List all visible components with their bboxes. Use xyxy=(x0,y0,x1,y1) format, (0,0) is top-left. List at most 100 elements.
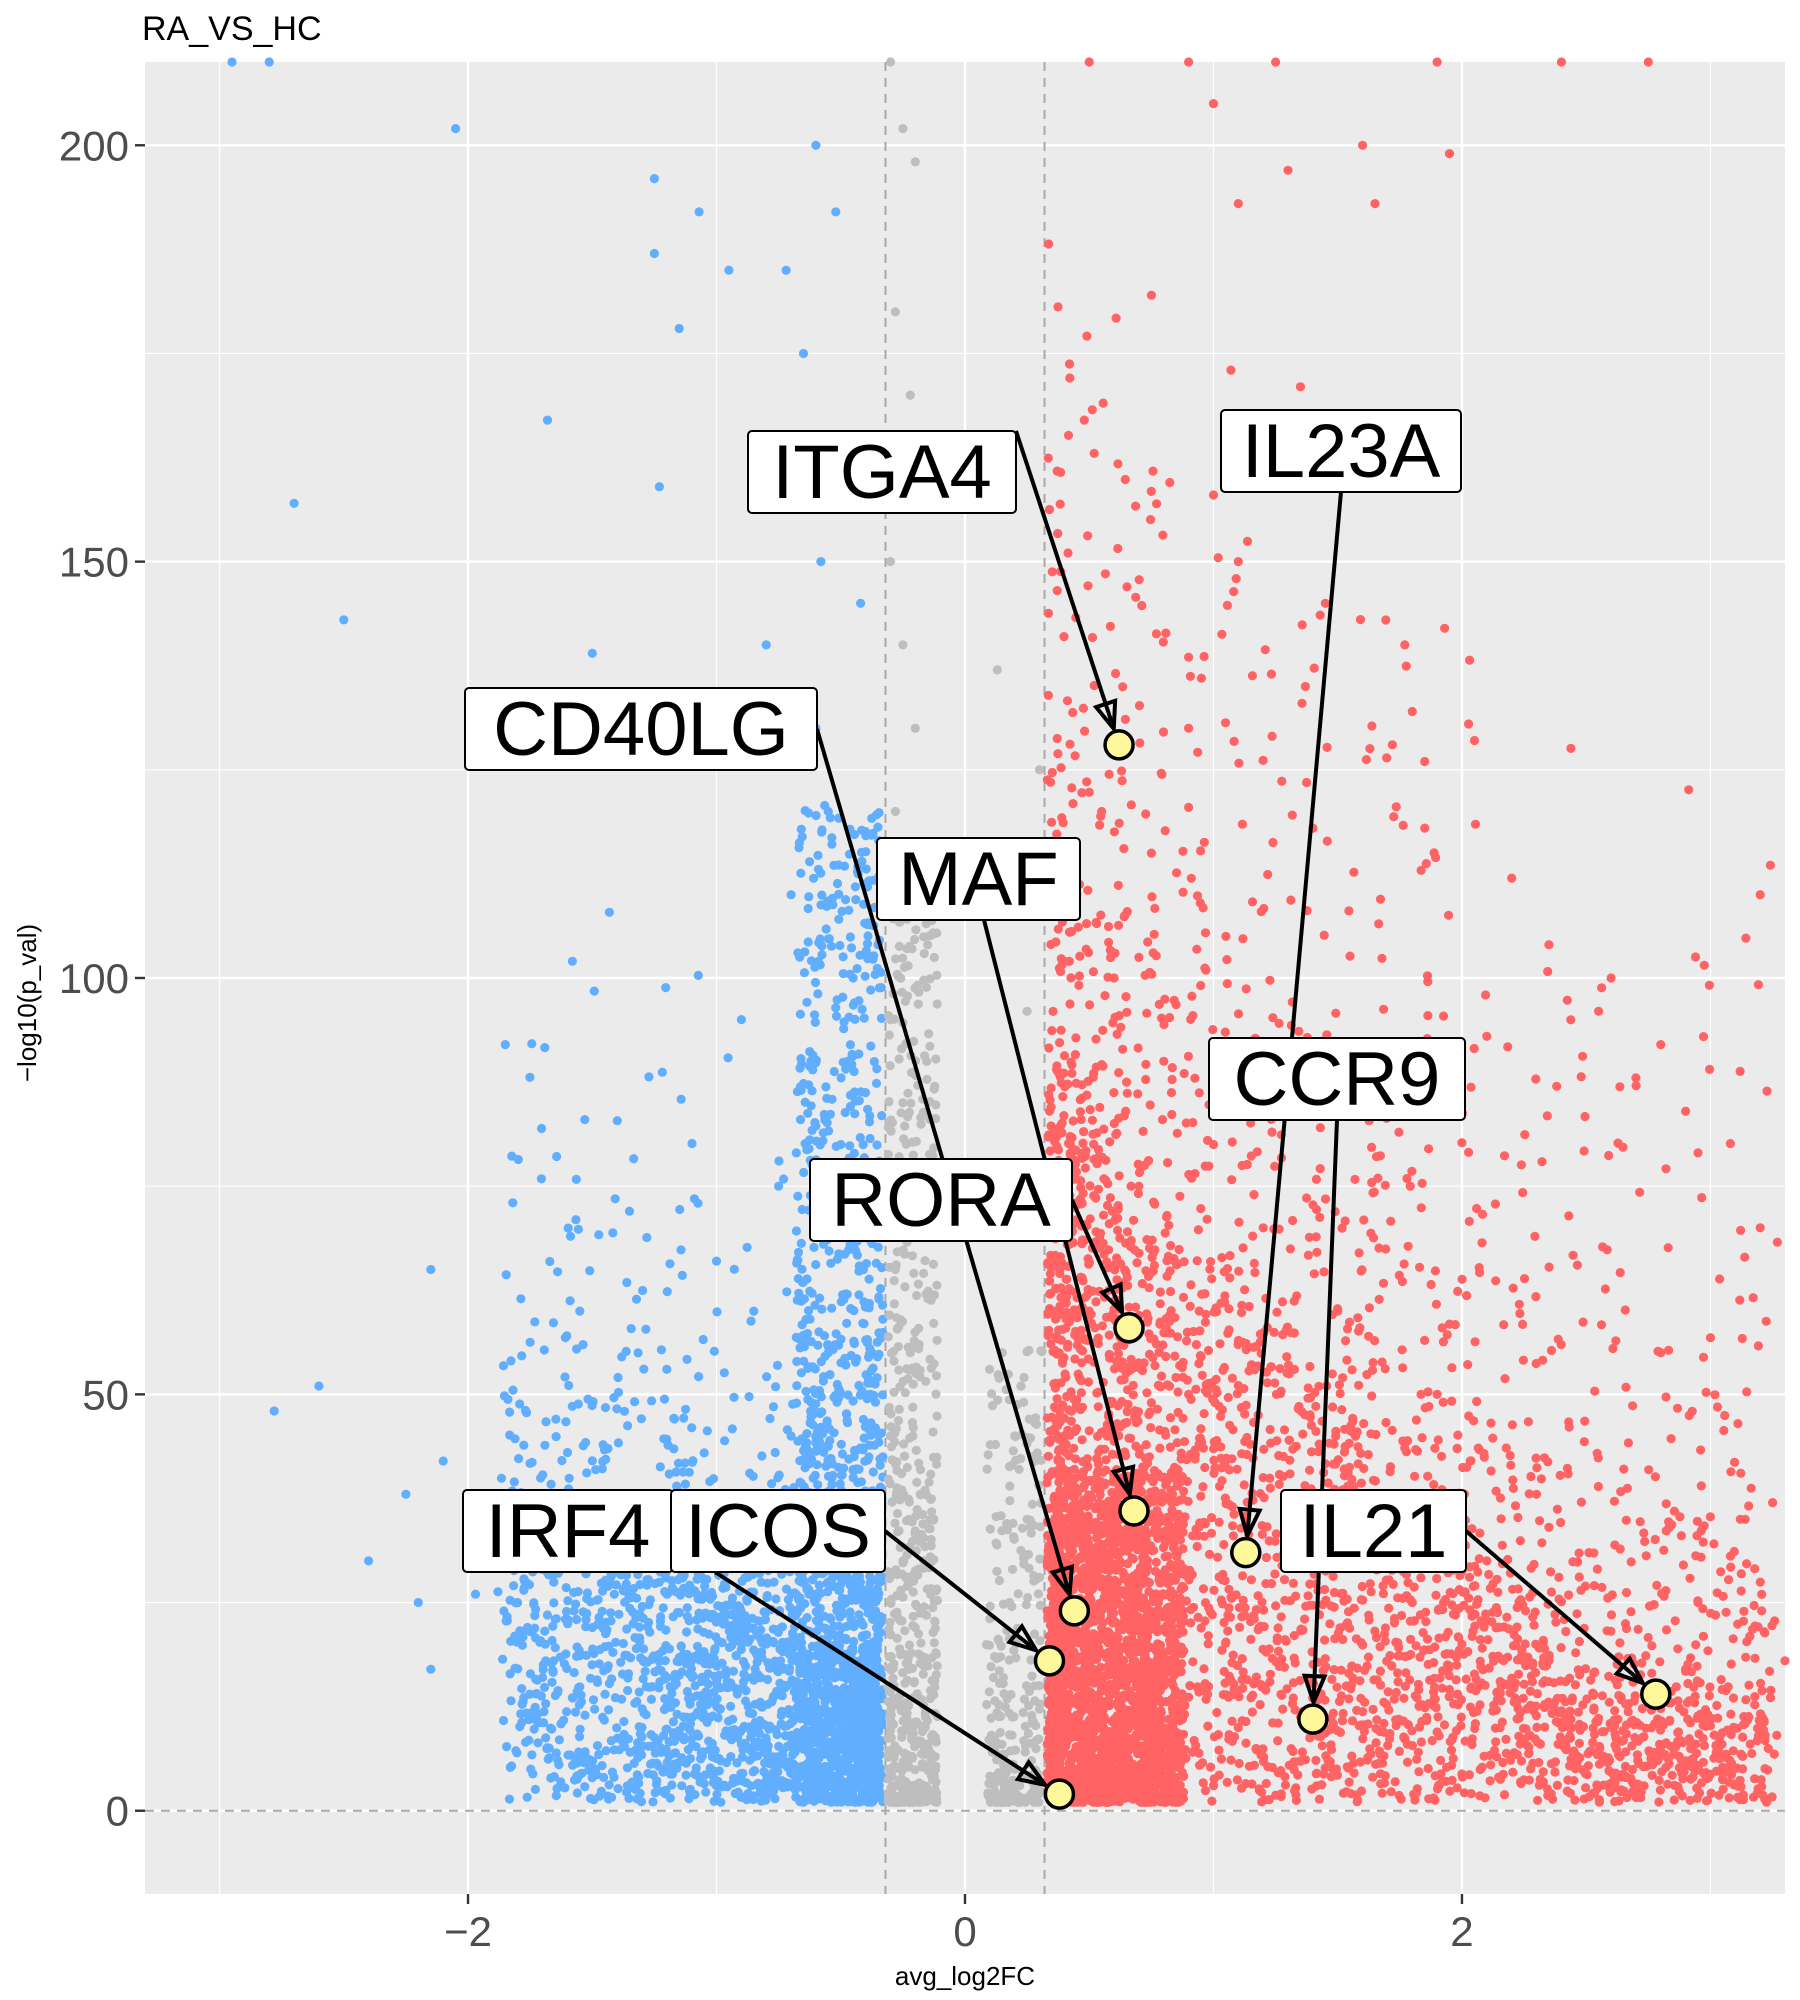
point-ns xyxy=(929,1515,939,1525)
point-down xyxy=(795,1666,805,1676)
point-up xyxy=(1238,934,1248,944)
point-ns xyxy=(912,1290,922,1301)
point-down xyxy=(765,1721,775,1731)
point-down xyxy=(799,1167,809,1178)
point-up xyxy=(1196,846,1206,856)
point-down xyxy=(838,952,848,962)
point-down xyxy=(571,1215,581,1225)
point-ns xyxy=(922,1584,932,1594)
point-down xyxy=(712,1661,722,1671)
point-down xyxy=(676,1094,686,1104)
point-down xyxy=(527,1750,537,1760)
point-ns xyxy=(915,1608,925,1618)
point-down xyxy=(548,1621,558,1631)
point-ns xyxy=(996,1511,1006,1521)
point-down xyxy=(861,847,871,857)
point-down xyxy=(529,1600,539,1610)
point-down xyxy=(546,1773,556,1783)
point-ns xyxy=(900,1282,910,1292)
point-ns xyxy=(1026,1528,1036,1538)
point-down xyxy=(805,1047,815,1057)
point-down xyxy=(811,1437,821,1448)
point-down xyxy=(827,839,837,849)
point-down xyxy=(829,1428,839,1438)
point-down xyxy=(561,1606,572,1617)
point-down xyxy=(614,1609,624,1619)
point-up xyxy=(1690,952,1701,962)
point-ns xyxy=(902,944,912,954)
point-ns xyxy=(884,1402,894,1412)
point-up xyxy=(1485,1776,1495,1786)
point-down xyxy=(610,1693,621,1703)
point-down xyxy=(635,1609,645,1619)
point-down xyxy=(804,892,814,902)
point-up xyxy=(1311,1426,1321,1436)
point-down xyxy=(637,1601,647,1612)
point-down xyxy=(784,1663,795,1673)
point-down xyxy=(677,1781,687,1791)
point-down xyxy=(795,1009,806,1019)
point-up xyxy=(1209,1585,1219,1595)
point-down xyxy=(736,1645,746,1655)
point-down xyxy=(749,1791,759,1801)
point-down xyxy=(816,1357,826,1367)
point-up xyxy=(1286,1744,1296,1754)
point-up xyxy=(1626,1607,1636,1617)
point-down xyxy=(565,1231,576,1241)
point-down xyxy=(793,1333,803,1343)
point-ns xyxy=(892,1508,903,1519)
point-down xyxy=(705,1712,715,1723)
point-down xyxy=(508,1385,518,1395)
point-up xyxy=(1141,809,1151,819)
point-up xyxy=(1514,1299,1524,1309)
point-down xyxy=(572,1651,582,1661)
point-ns xyxy=(931,1670,941,1680)
point-down xyxy=(573,1224,584,1234)
point-down xyxy=(622,1763,633,1773)
point-ns xyxy=(914,1794,924,1804)
point-down xyxy=(515,1722,525,1732)
point-down xyxy=(607,1767,618,1777)
point-down xyxy=(668,1717,679,1727)
point-down xyxy=(820,1729,830,1739)
point-down xyxy=(715,1704,725,1714)
point-ns xyxy=(904,1640,915,1650)
point-up xyxy=(1044,1043,1054,1053)
point-down xyxy=(587,1660,597,1670)
point-down xyxy=(581,1650,592,1660)
point-down xyxy=(628,1584,639,1594)
point-down xyxy=(755,1616,765,1626)
point-ns xyxy=(913,1279,924,1289)
point-down xyxy=(514,1454,524,1464)
point-ns xyxy=(897,1044,907,1054)
point-ns xyxy=(883,1332,893,1342)
point-down xyxy=(795,1702,805,1712)
point-down xyxy=(721,1665,731,1675)
point-down xyxy=(699,1589,710,1599)
point-up xyxy=(1186,1280,1196,1290)
point-ns xyxy=(1007,1460,1017,1470)
point-down xyxy=(527,1457,537,1467)
point-down xyxy=(874,983,885,993)
point-ns xyxy=(1006,1746,1016,1756)
point-up xyxy=(1085,1105,1095,1115)
point-down xyxy=(680,1479,691,1489)
point-up xyxy=(1755,1577,1765,1587)
point-down xyxy=(848,1793,858,1804)
point-ns xyxy=(929,952,939,963)
point-down xyxy=(654,1656,664,1666)
point-down xyxy=(871,1593,881,1603)
point-down xyxy=(636,1797,647,1807)
point-down xyxy=(699,1779,709,1789)
point-down xyxy=(837,1593,847,1603)
point-down xyxy=(857,1783,867,1793)
point-down xyxy=(708,1474,719,1484)
point-down xyxy=(517,1640,528,1650)
point-down xyxy=(848,1088,859,1099)
point-down xyxy=(872,1064,882,1074)
point-up xyxy=(1652,1580,1662,1590)
point-down xyxy=(658,1646,668,1656)
point-down xyxy=(782,1741,793,1751)
point-ns xyxy=(928,1259,939,1269)
point-down xyxy=(771,1594,781,1604)
